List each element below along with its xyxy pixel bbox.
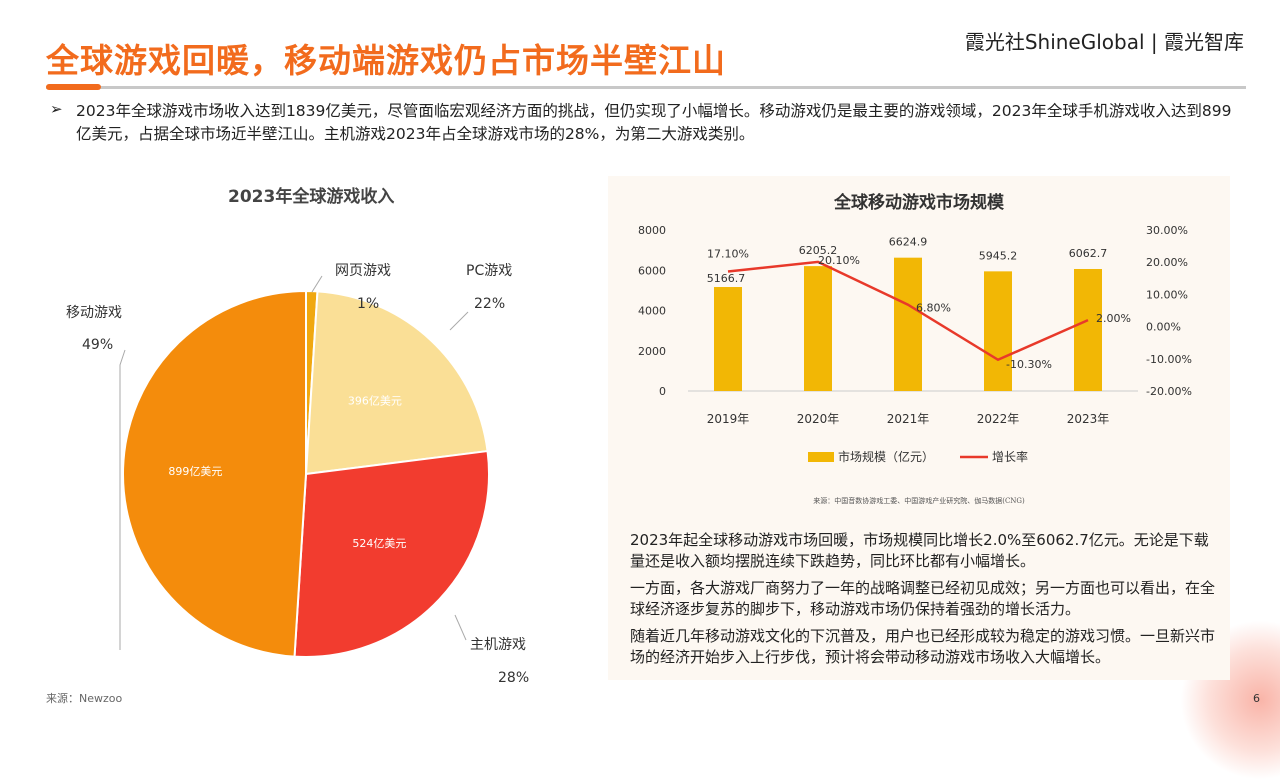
bar-value-label: 6205.2 [799, 244, 838, 257]
pie-slice-console [293, 449, 490, 658]
page-number: 6 [1253, 692, 1260, 705]
pie-label-pc: PC游戏 [466, 263, 513, 279]
pie-value-mobile: 899亿美元 [168, 465, 222, 478]
right-axis-tick: 20.00% [1146, 256, 1188, 269]
pie-label-console: 主机游戏 [470, 637, 526, 653]
right-axis-tick: 10.00% [1146, 288, 1188, 301]
title-divider-accent [46, 84, 101, 90]
x-axis-tick: 2022年 [977, 412, 1020, 426]
legend-bar-label: 市场规模（亿元） [838, 449, 934, 464]
footer-source: 来源：Newzoo [46, 692, 123, 705]
left-axis-tick: 6000 [638, 264, 666, 277]
pie-label-web: 网页游戏 [335, 263, 391, 279]
pie-leader-line [119, 349, 126, 650]
left-axis-tick: 2000 [638, 345, 666, 358]
left-axis-tick: 4000 [638, 305, 666, 318]
bar-chart-source: 来源：中国音数协游戏工委、中国游戏产业研究院、伽马数据(CNG) [813, 497, 1025, 505]
line-value-label: -10.30% [1006, 358, 1052, 371]
pie-pct-pc: 22% [474, 296, 506, 312]
pie-leader-line [454, 614, 467, 641]
growth-rate-line [727, 260, 1089, 362]
bar-line-chart: 0 2000 4000 6000 8000 -20.00% -10.00% 0.00% 10.0… [638, 224, 1192, 464]
line-value-label: 6.80% [916, 302, 951, 315]
right-axis-tick: -10.00% [1146, 353, 1192, 366]
bar [984, 271, 1012, 391]
right-axis-tick: 0.00% [1146, 321, 1181, 334]
x-axis-tick: 2021年 [887, 412, 930, 426]
legend-line-label: 增长率 [992, 449, 1028, 464]
bullet-icon: ➢ [50, 100, 63, 118]
line-value-label: 20.10% [818, 254, 860, 267]
left-axis-tick: 8000 [638, 224, 666, 237]
bar-value-label: 5166.7 [707, 272, 746, 285]
x-axis-tick: 2019年 [707, 412, 750, 426]
bar-value-label: 6062.7 [1069, 247, 1108, 260]
right-axis-tick: -20.00% [1146, 385, 1192, 398]
pie-pct-mobile: 49% [82, 337, 114, 353]
pie-label-mobile: 移动游戏 [66, 305, 122, 321]
paragraph-2: 一方面，各大游戏厂商努力了一年的战略调整已经初见成效；另一方面也可以看出，在全球… [630, 579, 1216, 618]
legend-bar-swatch [808, 452, 834, 462]
paragraph-1: 2023年起全球移动游戏市场回暖，市场规模同比增长2.0%至6062.7亿元。无… [630, 531, 1209, 570]
pie-leader-line [449, 311, 469, 331]
right-axis-tick: 30.00% [1146, 224, 1188, 237]
left-axis-tick: 0 [659, 385, 666, 398]
page-title: 全球游戏回暖，移动端游戏仍占市场半壁江山 [46, 41, 726, 80]
pie-leader-line [311, 275, 323, 293]
bar [714, 287, 742, 391]
pie-slice-mobile [122, 289, 307, 658]
title-divider [46, 86, 1246, 89]
x-axis-tick: 2020年 [797, 412, 840, 426]
pie-pct-console: 28% [498, 670, 530, 686]
pie-value-pc: 396亿美元 [348, 395, 402, 408]
bar-value-label: 5945.2 [979, 249, 1018, 262]
bar-chart-title: 全球移动游戏市场规模 [834, 193, 1004, 213]
pie-title: 2023年全球游戏收入 [228, 187, 395, 207]
x-axis-tick: 2023年 [1067, 412, 1110, 426]
bar [894, 257, 922, 391]
bar [1074, 268, 1102, 391]
pie-pct-web: 1% [357, 296, 380, 312]
line-value-label: 17.10% [707, 248, 749, 261]
bar-value-label: 6624.9 [889, 236, 928, 249]
line-value-label: 2.00% [1096, 312, 1131, 325]
pie-value-console: 524亿美元 [352, 537, 406, 550]
pie-slice-pc [304, 290, 489, 476]
intro-text: 2023年全球游戏市场收入达到1839亿美元，尽管面临宏观经济方面的挑战，但仍实… [76, 102, 1232, 143]
brand-logo: 霞光社ShineGlobal | 霞光智库 [964, 30, 1244, 54]
bar [804, 266, 832, 391]
pie-chart: 396亿美元 524亿美元 899亿美元 [119, 275, 490, 658]
paragraph-3: 随着近几年移动游戏文化的下沉普及，用户也已经形成较为稳定的游戏习惯。一旦新兴市场… [630, 627, 1216, 666]
